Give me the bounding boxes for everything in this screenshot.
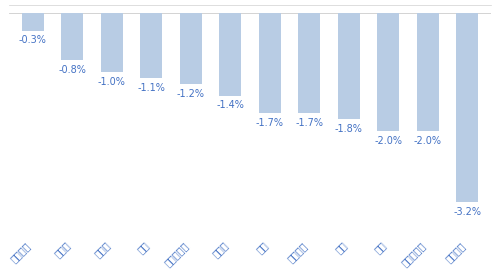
Bar xyxy=(338,13,359,119)
Text: -1.2%: -1.2% xyxy=(177,88,204,98)
Text: -0.3%: -0.3% xyxy=(19,35,47,45)
Bar xyxy=(180,13,201,84)
Bar xyxy=(417,13,439,131)
Bar xyxy=(61,13,83,60)
Text: -0.8%: -0.8% xyxy=(58,65,86,75)
Text: -1.7%: -1.7% xyxy=(295,118,323,128)
Bar xyxy=(140,13,162,78)
Bar xyxy=(22,13,44,31)
Text: -1.0%: -1.0% xyxy=(98,77,126,87)
Bar xyxy=(259,13,281,113)
Text: -1.8%: -1.8% xyxy=(335,124,362,134)
Text: -1.7%: -1.7% xyxy=(255,118,284,128)
Text: -3.2%: -3.2% xyxy=(453,206,481,217)
Text: -1.4%: -1.4% xyxy=(216,100,244,110)
Bar xyxy=(298,13,320,113)
Text: -1.1%: -1.1% xyxy=(137,83,165,93)
Bar xyxy=(219,13,241,96)
Bar xyxy=(377,13,399,131)
Bar xyxy=(101,13,123,72)
Text: -2.0%: -2.0% xyxy=(374,136,402,146)
Bar xyxy=(456,13,478,202)
Text: -2.0%: -2.0% xyxy=(414,136,442,146)
